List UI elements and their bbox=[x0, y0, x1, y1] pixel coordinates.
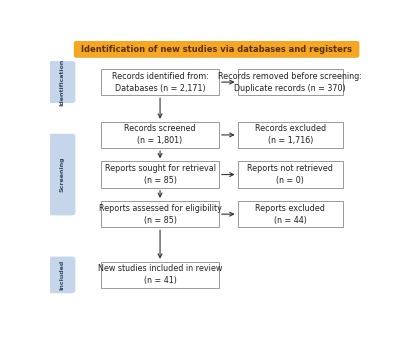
Text: Screening: Screening bbox=[59, 157, 64, 192]
FancyBboxPatch shape bbox=[101, 122, 219, 148]
FancyBboxPatch shape bbox=[238, 69, 343, 95]
FancyBboxPatch shape bbox=[238, 122, 343, 148]
FancyBboxPatch shape bbox=[48, 257, 76, 293]
Text: Identification: Identification bbox=[59, 58, 64, 106]
Text: Records identified from:
Databases (n = 2,171): Records identified from: Databases (n = … bbox=[112, 72, 208, 93]
FancyBboxPatch shape bbox=[48, 61, 76, 103]
Text: Records excluded
(n = 1,716): Records excluded (n = 1,716) bbox=[255, 125, 326, 145]
Text: Reports not retrieved
(n = 0): Reports not retrieved (n = 0) bbox=[247, 164, 333, 185]
FancyBboxPatch shape bbox=[101, 262, 219, 288]
Text: Reports sought for retrieval
(n = 85): Reports sought for retrieval (n = 85) bbox=[104, 164, 216, 185]
FancyBboxPatch shape bbox=[238, 201, 343, 227]
FancyBboxPatch shape bbox=[74, 41, 359, 58]
Text: Records removed before screening:
Duplicate records (n = 370): Records removed before screening: Duplic… bbox=[218, 72, 362, 93]
FancyBboxPatch shape bbox=[238, 161, 343, 188]
FancyBboxPatch shape bbox=[101, 69, 219, 95]
Text: New studies included in review
(n = 41): New studies included in review (n = 41) bbox=[98, 264, 222, 285]
Text: Identification of new studies via databases and registers: Identification of new studies via databa… bbox=[81, 45, 352, 54]
FancyBboxPatch shape bbox=[101, 201, 219, 227]
FancyBboxPatch shape bbox=[101, 161, 219, 188]
Text: Records screened
(n = 1,801): Records screened (n = 1,801) bbox=[124, 125, 196, 145]
Text: Reports assessed for eligibility
(n = 85): Reports assessed for eligibility (n = 85… bbox=[99, 204, 222, 225]
Text: Included: Included bbox=[59, 260, 64, 290]
FancyBboxPatch shape bbox=[48, 134, 76, 215]
Text: Reports excluded
(n = 44): Reports excluded (n = 44) bbox=[255, 204, 325, 225]
